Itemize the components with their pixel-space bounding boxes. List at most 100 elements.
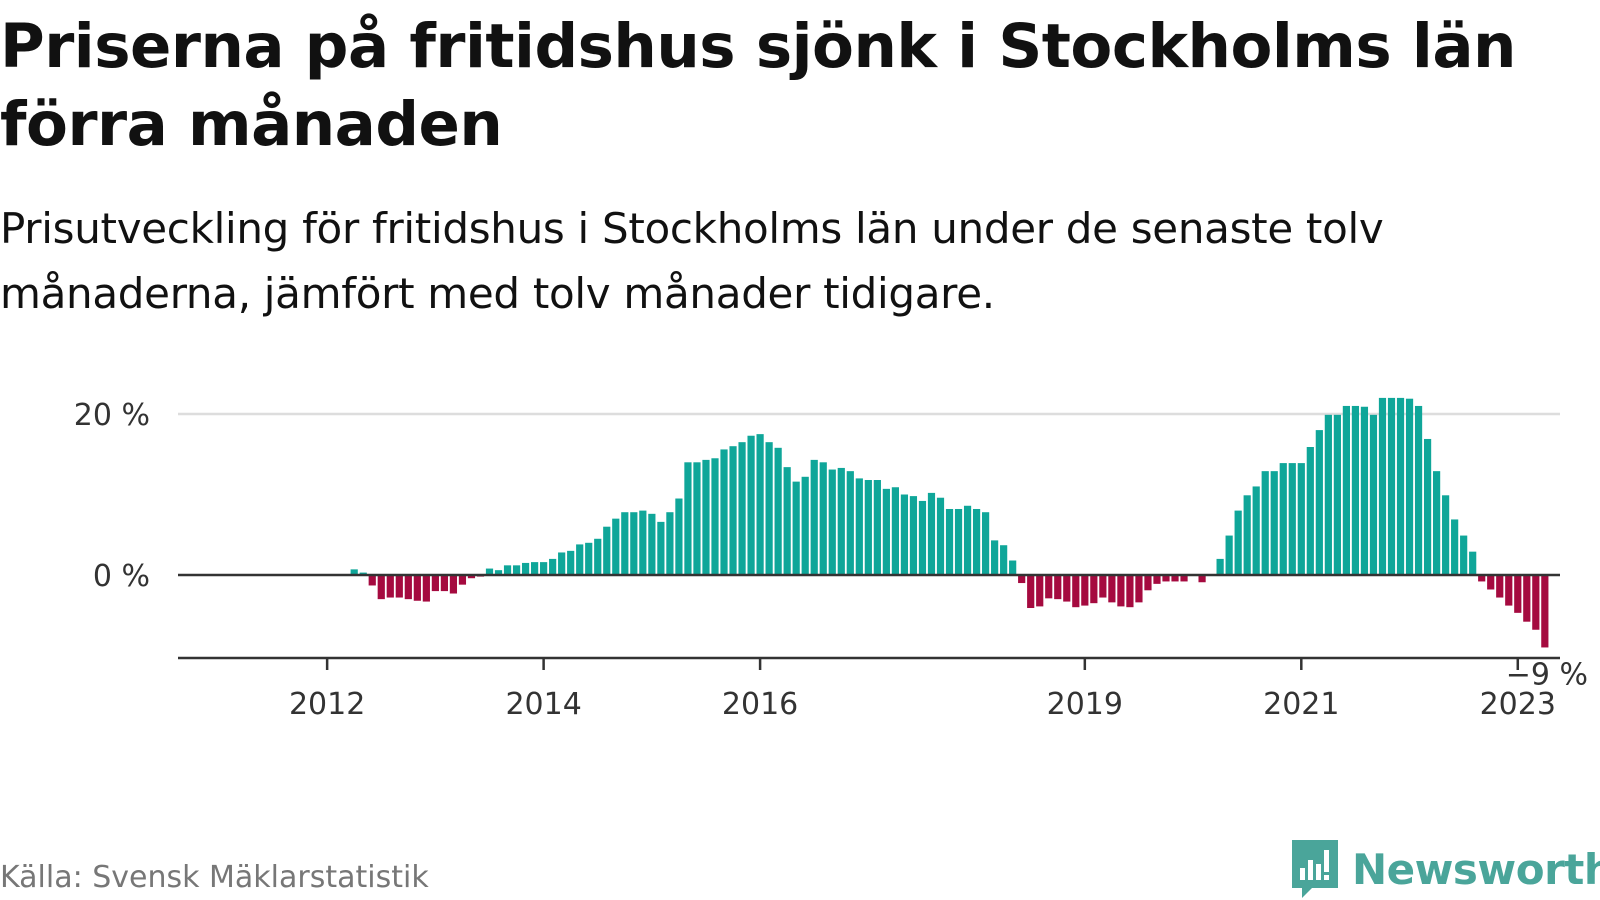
bar [954,508,963,575]
bar [1009,560,1017,575]
bar [413,575,421,601]
bar [972,508,981,575]
bar [1045,575,1053,599]
bar [485,568,494,575]
bar [684,462,692,575]
bar [666,512,674,575]
bar [1108,575,1116,603]
bar [1216,558,1224,575]
bar [819,462,827,575]
bar [1541,575,1549,648]
bar [1478,575,1486,582]
x-tick-label: 2023 [1480,687,1556,720]
bar [639,510,647,575]
bar [1496,575,1504,598]
bar [1027,575,1035,609]
bar [1180,575,1188,582]
bar [1378,397,1387,575]
bar [982,512,990,575]
bar [963,505,972,575]
bar [1505,575,1513,606]
bar [1270,471,1278,575]
bar [1000,545,1008,576]
bar [440,575,448,592]
bar [377,575,385,600]
bar [1306,447,1314,575]
bar [1469,551,1477,576]
bar [1153,575,1161,584]
bar [1225,535,1233,576]
end-value-label: −9 % [1506,657,1588,692]
bar [693,462,701,575]
bar [1054,575,1062,600]
bar [1162,575,1170,582]
bar [1433,471,1441,575]
bar [864,480,872,575]
bar [521,562,530,576]
bar [1279,463,1287,575]
bar [702,459,710,575]
bar [1243,495,1251,575]
x-tick-label: 2019 [1047,687,1123,720]
bar [1460,535,1468,576]
bar [828,469,836,575]
bar [1018,575,1026,584]
bar [720,449,728,575]
bar [747,435,755,575]
bar [711,458,719,575]
bar [1442,495,1450,575]
bar [1126,575,1134,608]
bar [1532,575,1540,630]
bar [1514,575,1522,613]
bar [792,481,800,575]
bar [549,558,557,575]
bar [1252,486,1260,575]
bar [1099,575,1107,598]
bar [1423,438,1432,575]
x-tick-label: 2021 [1263,687,1339,720]
bar [494,570,503,575]
bar [810,459,818,575]
bar [855,478,863,575]
bar-chart: 20 % 0 % 2012 2014 2016 2019 2021 2023−9 % [74,397,1588,720]
bar [1198,575,1206,583]
bar [991,540,999,575]
newsworthy-logo-text: Newsworthy [1352,844,1600,894]
y-tick-label: 20 % [74,398,150,433]
bar [585,542,593,575]
bar [1387,397,1396,575]
bar [395,575,403,598]
bar [1081,575,1089,606]
bar [738,442,746,575]
y-tick-label: 0 % [93,559,150,594]
bar [936,497,945,575]
bar [945,508,954,575]
bar [368,575,376,586]
bar [612,518,620,575]
bar [567,550,575,575]
bar [1351,405,1360,575]
bar [1396,397,1405,575]
bar [756,434,764,576]
bar [594,538,602,576]
bar [1036,575,1044,607]
bar [1324,414,1332,575]
bar [540,562,548,575]
bar [350,569,358,575]
newsworthy-logo-icon [1292,840,1338,898]
bar [1405,398,1414,575]
bar [621,512,629,575]
bar [927,492,936,575]
bar [873,480,881,575]
bar [1360,406,1369,575]
bar [900,494,909,575]
bar [467,575,476,579]
bar [801,476,809,575]
bar [449,575,458,594]
bar [891,487,899,575]
bar [1487,575,1495,590]
bar [1451,519,1459,575]
bar [603,526,611,575]
bar [1261,471,1269,575]
bar [1090,575,1098,604]
